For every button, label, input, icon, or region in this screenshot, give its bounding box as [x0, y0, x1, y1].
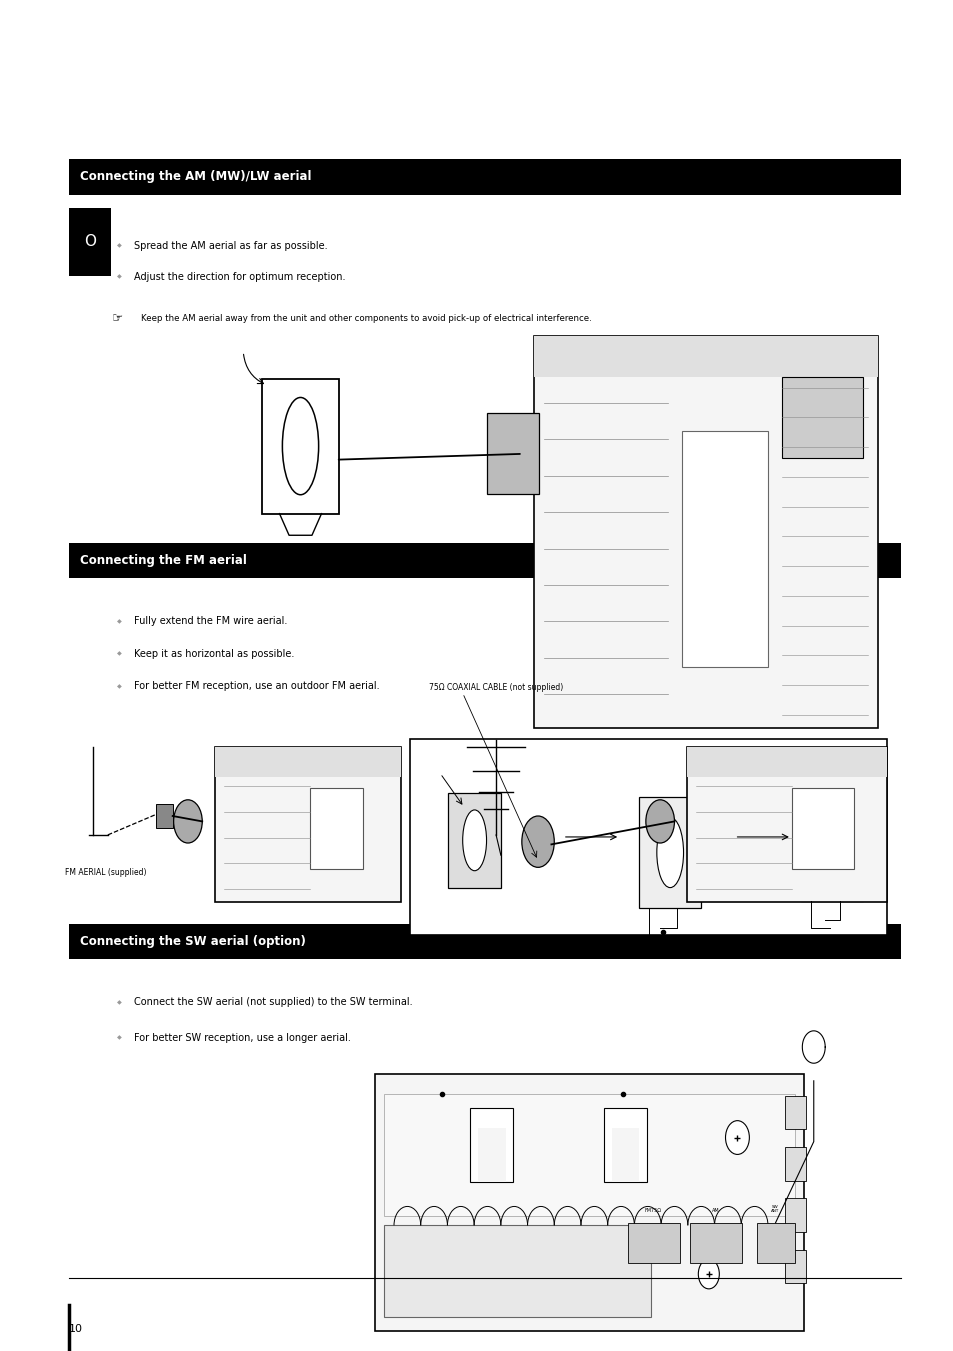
Bar	[686, 747, 886, 777]
Bar	[448, 793, 500, 888]
Text: Connecting the FM aerial: Connecting the FM aerial	[80, 554, 247, 567]
Bar	[69, 924, 900, 959]
Text: AM: AM	[711, 1208, 719, 1213]
Bar	[784, 1198, 805, 1232]
Text: 10: 10	[69, 1324, 83, 1335]
Bar	[627, 1223, 679, 1263]
Bar	[791, 788, 853, 869]
Text: ◆: ◆	[117, 243, 122, 249]
Text: For better SW reception, use a longer aerial.: For better SW reception, use a longer ae…	[133, 1032, 350, 1043]
Bar	[689, 1223, 741, 1263]
Text: O: O	[84, 234, 95, 250]
Bar	[534, 336, 877, 377]
Bar	[69, 159, 900, 195]
Bar	[477, 1128, 505, 1182]
Text: ◆: ◆	[117, 619, 122, 624]
Bar	[534, 336, 877, 728]
Bar	[639, 797, 700, 908]
Text: Keep the AM aerial away from the unit and other components to avoid pick-up of e: Keep the AM aerial away from the unit an…	[141, 315, 591, 323]
Bar	[681, 431, 767, 667]
Text: ◆: ◆	[117, 274, 122, 280]
Text: Connect the SW aerial (not supplied) to the SW terminal.: Connect the SW aerial (not supplied) to …	[133, 997, 412, 1008]
Ellipse shape	[645, 800, 674, 843]
Ellipse shape	[698, 1259, 719, 1289]
Bar	[214, 747, 400, 777]
Ellipse shape	[656, 817, 682, 888]
Bar	[603, 1108, 646, 1182]
Bar	[69, 543, 900, 578]
Bar	[686, 747, 886, 902]
Ellipse shape	[818, 802, 844, 878]
Text: Connecting the AM (MW)/LW aerial: Connecting the AM (MW)/LW aerial	[80, 170, 312, 184]
Text: ◆: ◆	[117, 1000, 122, 1005]
Bar	[375, 1074, 803, 1331]
Bar	[486, 413, 538, 494]
Text: Fully extend the FM wire aerial.: Fully extend the FM wire aerial.	[133, 616, 287, 627]
Bar	[784, 1147, 805, 1181]
Bar	[384, 1094, 794, 1216]
Bar	[781, 377, 862, 458]
Bar	[214, 747, 400, 902]
Bar	[611, 1128, 639, 1182]
Bar	[801, 780, 862, 901]
Text: ◆: ◆	[117, 1035, 122, 1040]
Text: For better FM reception, use an outdoor FM aerial.: For better FM reception, use an outdoor …	[133, 681, 378, 692]
Text: Spread the AM aerial as far as possible.: Spread the AM aerial as far as possible.	[133, 240, 327, 251]
Ellipse shape	[462, 809, 486, 871]
Text: ◆: ◆	[117, 684, 122, 689]
Bar	[756, 1223, 794, 1263]
Text: 75Ω COAXIAL CABLE (not supplied): 75Ω COAXIAL CABLE (not supplied)	[429, 684, 563, 692]
Bar	[262, 378, 338, 513]
Text: Adjust the direction for optimum reception.: Adjust the direction for optimum recepti…	[133, 272, 345, 282]
Ellipse shape	[521, 816, 554, 867]
Text: SW
ANT: SW ANT	[771, 1205, 779, 1213]
Text: FM AERIAL (supplied): FM AERIAL (supplied)	[65, 869, 146, 877]
Ellipse shape	[282, 397, 318, 494]
Text: Keep it as horizontal as possible.: Keep it as horizontal as possible.	[133, 648, 294, 659]
Bar	[410, 739, 886, 935]
Bar	[69, 208, 111, 276]
Text: Connecting the SW aerial (option): Connecting the SW aerial (option)	[80, 935, 306, 948]
Ellipse shape	[173, 800, 202, 843]
Bar	[784, 1096, 805, 1129]
Ellipse shape	[724, 1121, 748, 1154]
Text: ☞: ☞	[112, 312, 123, 326]
Text: ◆: ◆	[117, 651, 122, 657]
Bar	[784, 1250, 805, 1283]
Text: FM75Ω: FM75Ω	[644, 1208, 661, 1213]
Bar	[384, 1225, 650, 1317]
Bar	[310, 788, 362, 869]
Bar	[155, 804, 172, 828]
Bar	[470, 1108, 513, 1182]
